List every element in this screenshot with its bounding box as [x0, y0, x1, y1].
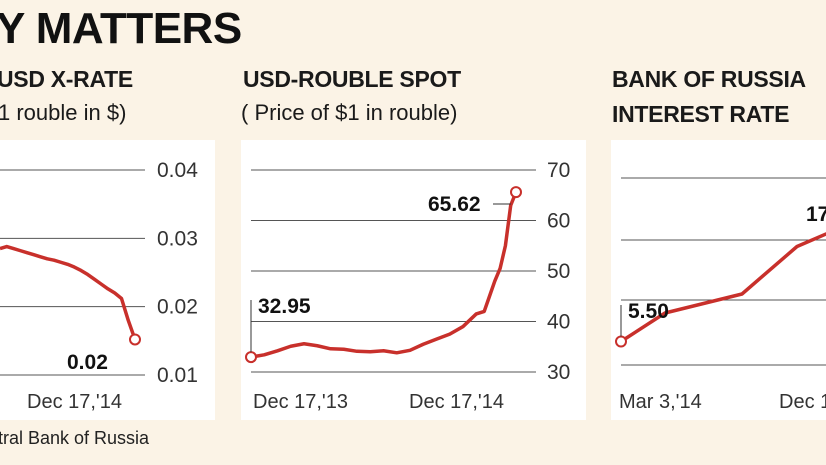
data-label: 5.50 — [628, 300, 669, 323]
data-label: 0.02 — [67, 351, 108, 374]
y-tick-label: 50 — [547, 260, 570, 283]
x-tick-label: Dec 17,'14 — [27, 391, 122, 413]
chart-interest-rate: 5.50 17 Mar 3,'14 Dec 1 — [615, 177, 826, 413]
chart-panel-usd-xrate: 0.04 0.03 0.02 0.01 0.02 Dec 17,'14 — [0, 140, 215, 420]
y-tick-label: 0.04 — [157, 159, 198, 182]
data-label: 32.95 — [258, 295, 311, 318]
x-tick-label: Dec 17,'13 — [253, 391, 348, 413]
series-line — [250, 191, 518, 359]
start-point — [245, 351, 257, 364]
panel1-title: USD X-RATE — [0, 66, 133, 92]
data-label: 17 — [806, 203, 826, 226]
y-tick-label: 30 — [547, 361, 570, 384]
panel2-subtitle: ( Price of $1 in rouble) — [241, 100, 458, 125]
panel2-title: USD-ROUBLE SPOT — [243, 66, 461, 92]
panel3-title-line2: INTEREST RATE — [612, 101, 790, 127]
y-tick-label: 0.03 — [157, 227, 198, 250]
series-line — [620, 232, 826, 343]
headline: Y MATTERS — [0, 4, 242, 53]
chart-panel-usd-rouble: 70 60 50 40 30 32.95 65.62 Dec 17,'13 Dec 17,'14 — [241, 140, 586, 420]
chart-usd-xrate: 0.04 0.03 0.02 0.01 0.02 Dec 17,'14 — [0, 159, 198, 413]
start-point — [615, 335, 627, 348]
end-point — [510, 186, 522, 199]
end-point — [129, 333, 141, 346]
source-note: tral Bank of Russia — [0, 428, 150, 448]
series-line — [0, 244, 137, 341]
chart-usd-rouble: 70 60 50 40 30 32.95 65.62 Dec 17,'13 Dec 17,'14 — [245, 159, 570, 413]
y-tick-label: 60 — [547, 210, 570, 233]
panel3-title: BANK OF RUSSIA — [612, 66, 806, 92]
chart-panel-interest-rate: 5.50 17 Mar 3,'14 Dec 1 — [611, 140, 826, 420]
x-tick-label: Dec 1 — [779, 391, 826, 413]
x-tick-label: Mar 3,'14 — [619, 391, 702, 413]
x-tick-label: Dec 17,'14 — [409, 391, 504, 413]
data-label: 65.62 — [428, 193, 481, 216]
y-tick-label: 0.01 — [157, 364, 198, 387]
y-tick-label: 0.02 — [157, 296, 198, 319]
y-tick-label: 40 — [547, 311, 570, 334]
panel1-subtitle: 1 rouble in $) — [0, 100, 127, 125]
y-tick-label: 70 — [547, 159, 570, 182]
